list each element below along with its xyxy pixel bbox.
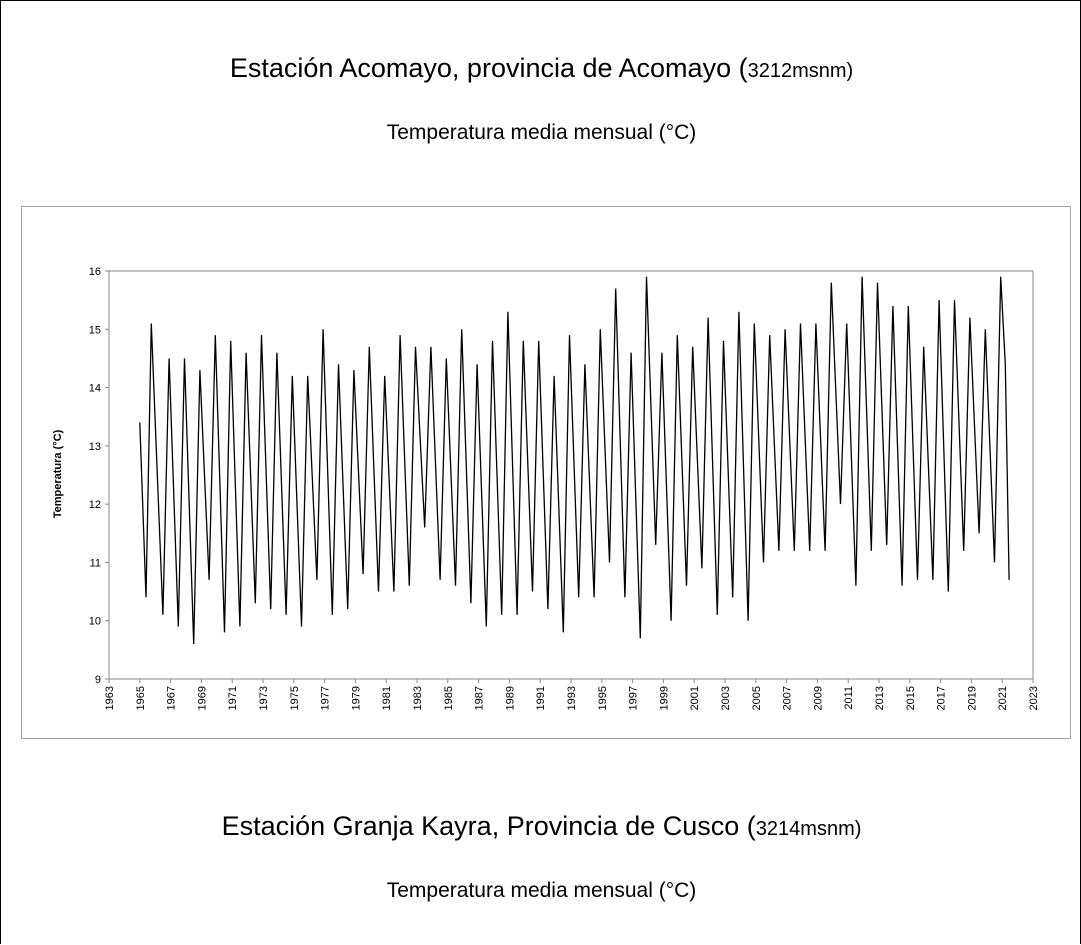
title-main: Estación Granja Kayra, Provincia de Cusc…	[221, 811, 756, 841]
x-tick-label: 1999	[658, 686, 670, 710]
x-tick-label: 1979	[350, 686, 362, 710]
x-tick-label: 1981	[381, 686, 393, 710]
x-tick-label: 1967	[166, 686, 178, 710]
x-tick-label: 1995	[597, 686, 609, 710]
title-altitude: 3214msnm)	[755, 818, 862, 840]
x-tick-label: 1973	[258, 686, 270, 710]
y-tick-label: 14	[89, 383, 101, 395]
y-tick-label: 10	[89, 616, 101, 628]
x-tick-label: 1975	[289, 686, 301, 710]
y-tick-label: 11	[90, 557, 101, 569]
x-tick-label: 2013	[874, 686, 886, 710]
section-title: Estación Acomayo, provincia de Acomayo (…	[1, 53, 1081, 84]
y-tick-label: 15	[89, 324, 101, 336]
section-title: Estación Granja Kayra, Provincia de Cusc…	[1, 811, 1081, 842]
x-tick-label: 1997	[628, 686, 640, 710]
title-main: Estación Acomayo, provincia de Acomayo (	[229, 53, 748, 83]
x-tick-label: 1971	[227, 686, 239, 710]
title-altitude: 3212msnm)	[747, 60, 854, 82]
section-subtitle: Temperatura media mensual (°C)	[386, 121, 697, 144]
x-tick-label: 2019	[966, 686, 978, 710]
x-tick-label: 1985	[443, 686, 455, 710]
y-tick-label: 9	[95, 674, 101, 686]
x-tick-label: 2003	[720, 686, 732, 710]
x-tick-label: 2009	[812, 686, 824, 710]
x-tick-label: 2011	[843, 686, 855, 710]
x-tick-label: 1989	[504, 686, 516, 710]
x-tick-label: 1963	[104, 686, 116, 710]
x-tick-label: 1993	[566, 686, 578, 710]
y-tick-label: 12	[89, 499, 101, 511]
chart-frame	[21, 206, 1071, 739]
x-tick-label: 2023	[1028, 686, 1040, 710]
y-tick-label: 16	[89, 266, 101, 278]
x-tick-label: 2007	[782, 686, 794, 710]
x-tick-label: 1987	[474, 686, 486, 710]
y-tick-label: 13	[89, 441, 101, 453]
x-tick-label: 2015	[905, 686, 917, 710]
chart: Temperatura (°C) 9 10 11 12 13 14 15 16 1963 1965…	[21, 206, 1071, 739]
section-subtitle: Temperatura media mensual (°C)	[386, 879, 697, 902]
x-tick-label: 1977	[320, 686, 332, 710]
x-tick-label: 2017	[936, 686, 948, 710]
x-tick-label: 1991	[535, 686, 547, 710]
y-axis-label: Temperatura (°C)	[52, 429, 64, 518]
x-tick-label: 2001	[689, 686, 701, 710]
x-tick-label: 1969	[196, 686, 208, 710]
x-tick-label: 1965	[135, 686, 147, 710]
data-line	[139, 276, 1010, 645]
x-tick-label: 2021	[997, 686, 1009, 710]
x-tick-label: 2005	[751, 686, 763, 710]
x-tick-label: 1983	[412, 686, 424, 710]
